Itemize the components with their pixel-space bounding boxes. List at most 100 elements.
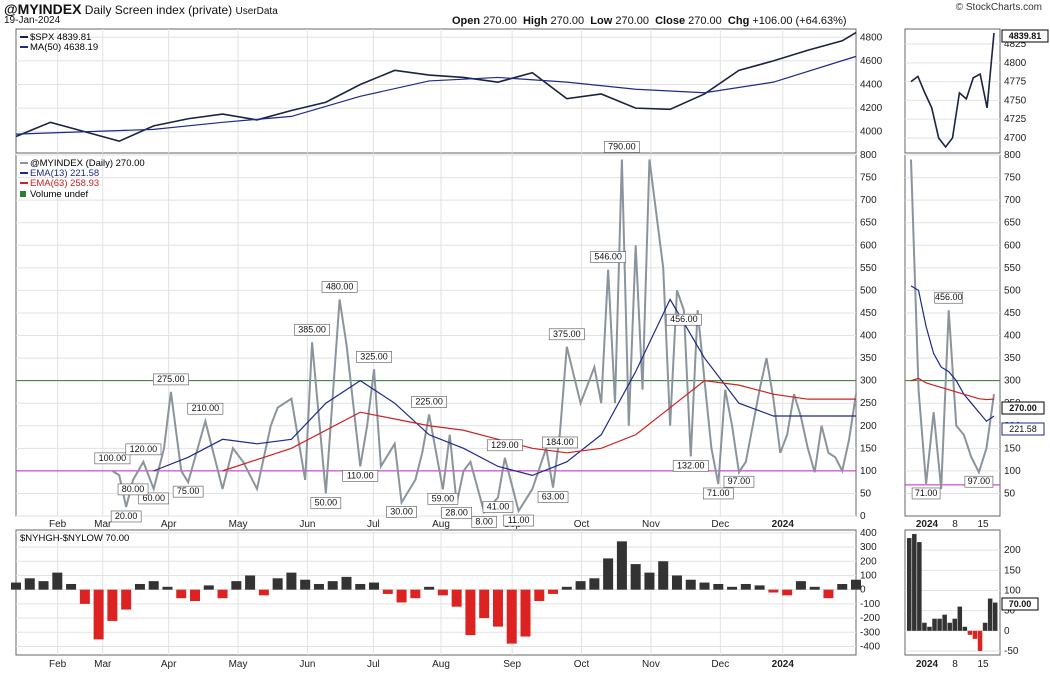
inset-ema13-line [910,285,995,423]
value-label-box [342,470,379,482]
inset-nyhl-bar [962,626,968,631]
chg-value: +106.00 (+64.63%) [752,15,847,27]
index-y-tick: 350 [860,353,877,364]
x-tick-label: Aug [432,519,450,530]
index-y-tick: 400 [860,331,877,342]
value-label-box [94,452,131,465]
nyhl-bar [644,572,655,590]
inset-spx-y-tick: 4775 [1004,77,1027,88]
value-label: 210.00 [192,403,220,413]
value-label: 275.00 [157,374,185,384]
nyhl-bar [465,589,476,636]
inset-ema13-last-box [1001,422,1045,436]
inset-index-y-tick: 800 [1004,150,1021,161]
subtitle: Daily Screen index (private) [84,3,233,17]
inset-ema63-line [910,377,995,401]
value-label-box [125,443,162,456]
nyhl-bar [658,561,669,590]
x-tick-label: Jul [367,659,380,670]
inset-value-label: 97.00 [968,476,991,486]
nyhl-bar [190,589,201,602]
inset-x-tick: 8 [952,519,958,530]
value-label: 120.00 [130,444,158,454]
nyhl-bar [231,581,242,590]
nyhl-bar [382,589,393,594]
nyhl-bar [148,581,159,590]
inset-spx-last-box [1001,29,1049,43]
nyhl-bar [272,578,283,590]
nyhl-y-tick: -200 [860,613,880,624]
x-tick-label: Dec [711,519,729,530]
value-label: 63.00 [542,492,565,502]
nyhl-bar [410,589,421,599]
nyhl-bar [616,541,627,590]
index-line [111,159,857,515]
inset-ema13-last: 221.58 [1009,424,1037,434]
value-label-box [723,475,755,488]
value-label: 41.00 [487,501,510,511]
nyhl-bar [795,581,806,590]
value-label-box [310,497,342,509]
nyhl-y-tick: 400 [860,528,877,539]
chart-date: 19-Jan-2024 [4,15,61,26]
value-label-box [702,487,734,500]
inset-nyhl-y-tick: 200 [1004,545,1021,556]
inset-nyhl-bar [992,602,998,631]
legend-swatch-volume [20,191,26,197]
index-y-tick: 50 [860,488,872,499]
inset-spx-y-tick: 4800 [1004,58,1027,69]
value-label-box [172,485,204,498]
nyhl-bar [671,575,682,590]
x-tick-label: Sep [503,659,521,670]
x-tick-label: Jun [299,519,315,530]
value-label-box [604,141,640,153]
nyhl-bar [369,582,380,590]
value-label-box [503,514,534,527]
nyhl-bar [162,586,173,590]
nyhl-bar [396,589,407,603]
inset-value-label-box [911,487,941,500]
value-label: 11.00 [508,515,530,525]
x-tick-label: Dec [711,659,729,670]
nyhl-bar [258,589,269,596]
value-label: 8.00 [475,516,493,526]
inset-x-tick: 2024 [916,519,939,530]
value-label: 375.00 [553,329,581,339]
value-label-box [187,402,224,415]
nyhl-bar [479,589,490,619]
value-label: 480.00 [326,281,354,291]
x-tick-label: 2024 [772,519,795,530]
index-y-tick: 650 [860,218,877,229]
nyhl-bar [134,583,145,590]
inset-nyhl-bar [987,598,993,631]
nyhl-bar [713,583,724,590]
inset-x-tick: 15 [977,659,989,670]
value-label: 225.00 [415,396,443,406]
value-label: 50.00 [315,497,338,507]
inset-index-y-tick: 300 [1004,376,1021,387]
value-label: 60.00 [142,493,165,503]
value-label-box [138,492,170,505]
spx-panel-frame [15,28,857,154]
inset-index-y-tick: 50 [1004,488,1016,499]
index-y-tick: 700 [860,195,877,206]
nyhl-bar [699,582,710,590]
value-label-box [482,501,514,513]
value-label: 97.00 [728,476,751,486]
value-label: 546.00 [594,252,622,262]
nyhl-bar [851,579,861,590]
nyhl-y-tick: -400 [860,641,880,652]
x-tick-label: Apr [161,519,177,530]
spx-ma50-line [15,55,857,135]
value-label: 184.00 [546,437,574,447]
nyhl-bar [754,585,765,590]
nyhl-bar [506,589,517,644]
value-label-box [542,436,578,449]
value-label: 456.00 [670,314,698,324]
inset-x-tick: 15 [977,519,989,530]
inset-nyhl-bar [967,630,973,635]
x-tick-label: Jun [299,659,315,670]
ema63-line [222,379,856,472]
nyhl-y-tick: 100 [860,570,877,581]
